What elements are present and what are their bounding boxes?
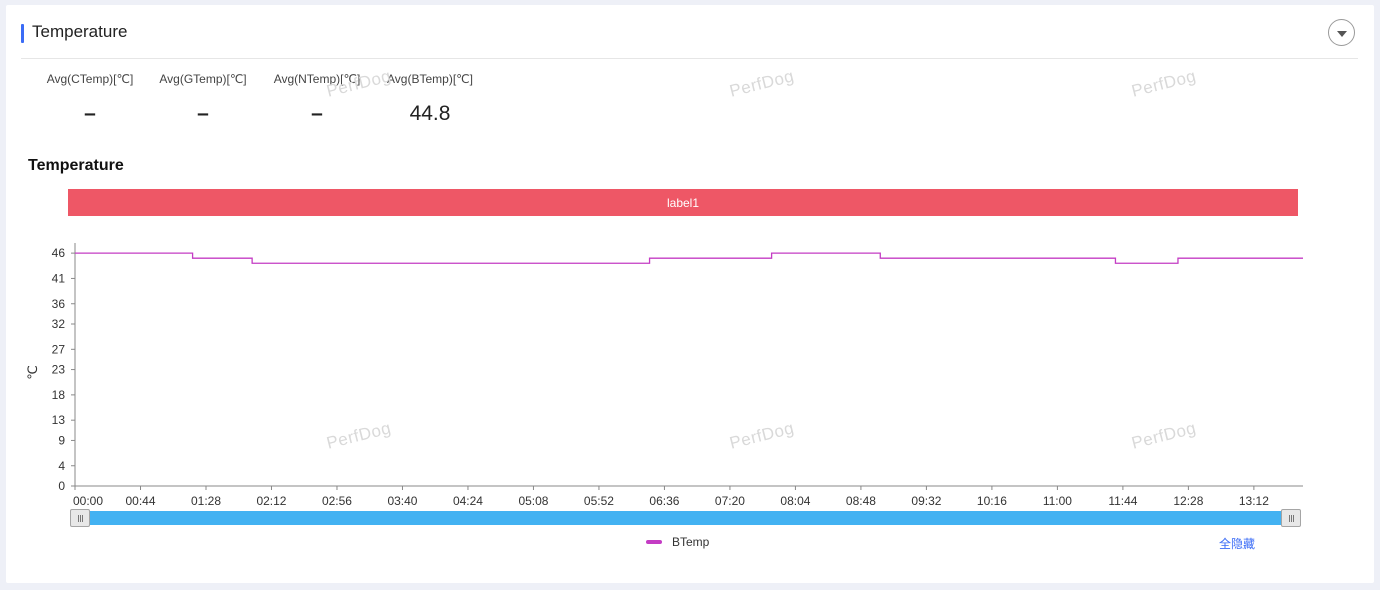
stat-ntemp: Avg(NTemp)[℃] –	[257, 72, 377, 126]
x-tick-label: 09:32	[911, 494, 941, 508]
y-tick-label: 0	[58, 479, 65, 493]
x-tick-label: 02:56	[322, 494, 352, 508]
grip-icon	[77, 514, 83, 522]
header-divider	[21, 58, 1358, 59]
x-tick-label: 08:48	[846, 494, 876, 508]
range-slider-right-handle[interactable]	[1281, 509, 1301, 527]
chevron-down-icon	[1336, 30, 1347, 37]
legend-swatch	[646, 540, 662, 544]
x-tick-label: 00:44	[125, 494, 155, 508]
y-tick-label: 46	[52, 246, 66, 260]
stat-value: 44.8	[409, 102, 451, 125]
grip-icon	[1288, 514, 1294, 522]
stat-label: Avg(NTemp)[℃]	[273, 72, 361, 86]
y-tick-label: 41	[52, 271, 66, 285]
stat-value: –	[84, 102, 96, 125]
x-tick-label: 05:08	[518, 494, 548, 508]
stat-gtemp: Avg(GTemp)[℃] –	[143, 72, 263, 126]
y-tick-label: 32	[52, 317, 66, 331]
x-tick-label: 01:28	[191, 494, 221, 508]
stats-row: Avg(CTemp)[℃] – Avg(GTemp)[℃] – Avg(NTem…	[0, 72, 600, 142]
stat-ctemp: Avg(CTemp)[℃] –	[30, 72, 150, 126]
temperature-panel: Temperature	[6, 5, 1374, 583]
y-tick-label: 13	[52, 413, 66, 427]
stat-label: Avg(GTemp)[℃]	[159, 72, 247, 86]
x-tick-label: 10:16	[977, 494, 1007, 508]
legend-item-btemp[interactable]: BTemp	[646, 535, 709, 549]
x-tick-label: 11:00	[1043, 494, 1072, 508]
stat-label: Avg(BTemp)[℃]	[387, 72, 473, 86]
y-tick-label: 18	[52, 388, 66, 402]
stat-value: –	[197, 102, 209, 125]
stat-label: Avg(CTemp)[℃]	[46, 72, 134, 86]
y-tick-label: 23	[52, 363, 66, 377]
panel-title: Temperature	[32, 22, 128, 41]
stat-value: –	[311, 102, 323, 125]
x-tick-label: 04:24	[453, 494, 483, 508]
y-tick-label: 4	[58, 459, 65, 473]
label-band[interactable]: label1	[68, 189, 1298, 216]
x-tick-label: 07:20	[715, 494, 745, 508]
y-tick-label: 9	[58, 433, 65, 447]
series-line-btemp	[75, 252, 1303, 264]
legend-label: BTemp	[672, 535, 710, 549]
chart-title: Temperature	[28, 157, 124, 174]
y-tick-label: 27	[52, 342, 66, 356]
hide-all-button[interactable]: 全隐藏	[1219, 537, 1256, 551]
y-axis-label: ℃	[26, 365, 41, 380]
y-tick-label: 36	[52, 297, 66, 311]
x-tick-label: 08:04	[780, 494, 810, 508]
x-tick-label: 06:36	[649, 494, 679, 508]
x-tick-label: 00:00	[73, 494, 103, 508]
collapse-button[interactable]	[1328, 19, 1355, 46]
range-slider-track[interactable]	[70, 511, 1297, 525]
x-tick-label: 11:44	[1108, 494, 1137, 508]
x-tick-label: 12:28	[1173, 494, 1203, 508]
x-tick-label: 03:40	[387, 494, 417, 508]
range-slider-left-handle[interactable]	[70, 509, 90, 527]
stat-btemp: Avg(BTemp)[℃] 44.8	[370, 72, 490, 126]
panel-header: Temperature	[6, 5, 1374, 60]
x-tick-label: 13:12	[1239, 494, 1269, 508]
x-tick-label: 02:12	[256, 494, 286, 508]
x-tick-label: 05:52	[584, 494, 614, 508]
title-accent-bar	[21, 24, 24, 43]
